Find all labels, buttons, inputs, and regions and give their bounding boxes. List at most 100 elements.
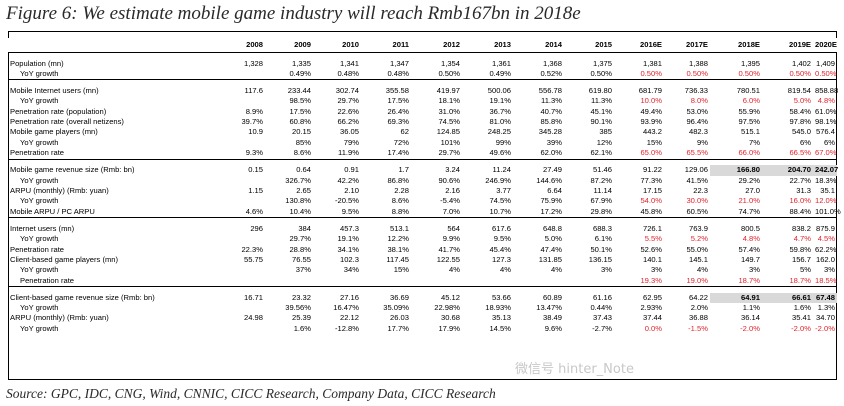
table-row: Client-based game players (mn) 55.75 76.55…: [8, 255, 837, 265]
table-cell: 513.1: [389, 223, 409, 233]
table-cell: 2.16: [445, 185, 460, 195]
table-cell: 2.28: [394, 185, 409, 195]
table-cell: 0.48%: [337, 68, 359, 78]
table-cell: 482.3: [688, 127, 708, 137]
table-cell: 1,381: [642, 58, 662, 68]
table-cell: 34.70: [815, 313, 835, 323]
table-cell: 129.06: [684, 165, 708, 175]
table-cell: 18.3%: [815, 175, 837, 185]
table-cell: 3%: [601, 265, 612, 275]
year-header: 2015: [564, 38, 614, 53]
table-cell: 9%: [697, 137, 708, 147]
table-cell: 101.0%: [815, 206, 841, 216]
table-cell: 515.1: [740, 127, 760, 137]
table-cell: 58.4%: [789, 106, 811, 116]
table-cell: 4%: [500, 265, 511, 275]
table-cell: 0.15: [248, 165, 263, 175]
table-cell: 13.47%: [536, 303, 562, 313]
table-cell: 564: [447, 223, 460, 233]
table-cell: 162.0: [815, 254, 835, 264]
table-cell: 40.7%: [540, 106, 562, 116]
table-cell: 17.5%: [289, 106, 311, 116]
table-cell: 17.15: [642, 185, 662, 195]
year-header: 2012: [411, 38, 462, 53]
table-cell: 41.5%: [686, 175, 708, 185]
table-cell: 62.0%: [540, 148, 562, 158]
table-cell: 11.24: [492, 165, 511, 175]
table-cell: 15%: [646, 137, 662, 147]
table-row: Mobile ARPU / PC ARPU 4.6% 10.4% 9.5% 8.8% 7.…: [8, 206, 841, 218]
table-cell: 79%: [343, 137, 359, 147]
table-cell: 62: [400, 127, 409, 137]
figure-title: Figure 6: We estimate mobile game indust…: [6, 3, 581, 24]
year-header: 2010: [313, 38, 361, 53]
table-cell: 35.1: [820, 185, 835, 195]
table-cell: 101%: [440, 137, 460, 147]
table-cell: 53.0%: [686, 106, 708, 116]
year-header: 2008: [217, 38, 265, 53]
table-cell: 9.3%: [245, 148, 263, 158]
table-cell: 88.4%: [789, 206, 811, 216]
table-cell: [217, 303, 265, 313]
data-table: 2008 2009 2010 2011 2012 2013 2014 2015 2016E 201…: [8, 32, 841, 334]
table-cell: 16.47%: [333, 303, 359, 313]
table-cell: 62.95: [642, 292, 662, 302]
table-cell: 4.8%: [742, 234, 760, 244]
table-row: Mobile Internet users (mn) 117.6 233.44 302…: [8, 85, 838, 96]
table-cell: 8.6%: [391, 196, 409, 206]
table-cell: 3%: [824, 265, 835, 275]
table-cell: 30.68: [440, 313, 460, 323]
year-header: 2009: [265, 38, 313, 53]
row-label: YoY growth: [20, 96, 59, 106]
table-cell: 31.0%: [438, 106, 460, 116]
table-cell: 21.0%: [738, 196, 760, 206]
table-cell: -20.5%: [334, 196, 359, 206]
table-cell: 355.58: [385, 85, 409, 95]
table-cell: 17.9%: [438, 323, 460, 333]
table-cell: 93.9%: [640, 117, 662, 127]
table-cell: 0.50%: [738, 68, 760, 78]
row-label: YoY growth: [20, 303, 59, 313]
table-cell: 102.3: [339, 254, 359, 264]
table-cell: 204.70: [762, 165, 813, 176]
table-cell: 688.3: [592, 223, 612, 233]
table-cell: 60.8%: [289, 117, 311, 127]
table-cell: 97.8%: [789, 117, 811, 127]
table-cell: 144.6%: [536, 175, 562, 185]
table-cell: 86.8%: [387, 175, 409, 185]
table-cell: 10.9: [248, 127, 263, 137]
table-cell: 302.74: [335, 85, 359, 95]
row-label: Penetration rate (population): [10, 106, 107, 116]
table-cell: 1,335: [291, 58, 311, 68]
table-cell: 27.49: [542, 165, 562, 175]
table-cell: 619.80: [588, 85, 612, 95]
table-cell: 3%: [749, 265, 760, 275]
table-cell: 98.1%: [815, 117, 837, 127]
table-row: Population (mn) 1,328 1,335 1,341 1,347 1,354…: [8, 59, 837, 69]
table-cell: 9.6%: [544, 323, 562, 333]
table-row: Penetration rate 19.3% 19.0% 18.7% 18.7% 18.5…: [8, 276, 837, 287]
row-label: Mobile game revenue size (Rmb: bn): [10, 165, 135, 175]
table-cell: 1,368: [542, 58, 562, 68]
row-label: ARPU (monthly) (Rmb: yuan): [10, 313, 109, 323]
table-cell: 457.3: [339, 223, 359, 233]
table-cell: 681.79: [638, 85, 662, 95]
table-cell: 36.05: [339, 127, 359, 137]
table-cell: 29.8%: [590, 206, 612, 216]
table-cell: 1,347: [389, 58, 409, 68]
table-row: YoY growth 0.49% 0.48% 0.48% 0.50% 0.49% 0.52%…: [8, 69, 837, 80]
header-label-cell: [8, 38, 217, 53]
table-cell: 3%: [651, 265, 662, 275]
table-cell: 19.1%: [337, 234, 359, 244]
table-cell: 90.6%: [438, 175, 460, 185]
table-cell: 136.15: [588, 254, 612, 264]
table-cell: 18.7%: [738, 275, 760, 285]
year-header: 2020E: [813, 38, 837, 53]
table-cell: 18.5%: [815, 275, 837, 285]
table-cell: 37.43: [592, 313, 612, 323]
table-cell: 10.4%: [289, 206, 311, 216]
table-row: Client-based game revenue size (Rmb: bn)…: [8, 292, 837, 304]
table-cell: 4.5%: [817, 234, 835, 244]
table-cell: 12.0%: [815, 196, 837, 206]
table-cell: 4%: [449, 265, 460, 275]
